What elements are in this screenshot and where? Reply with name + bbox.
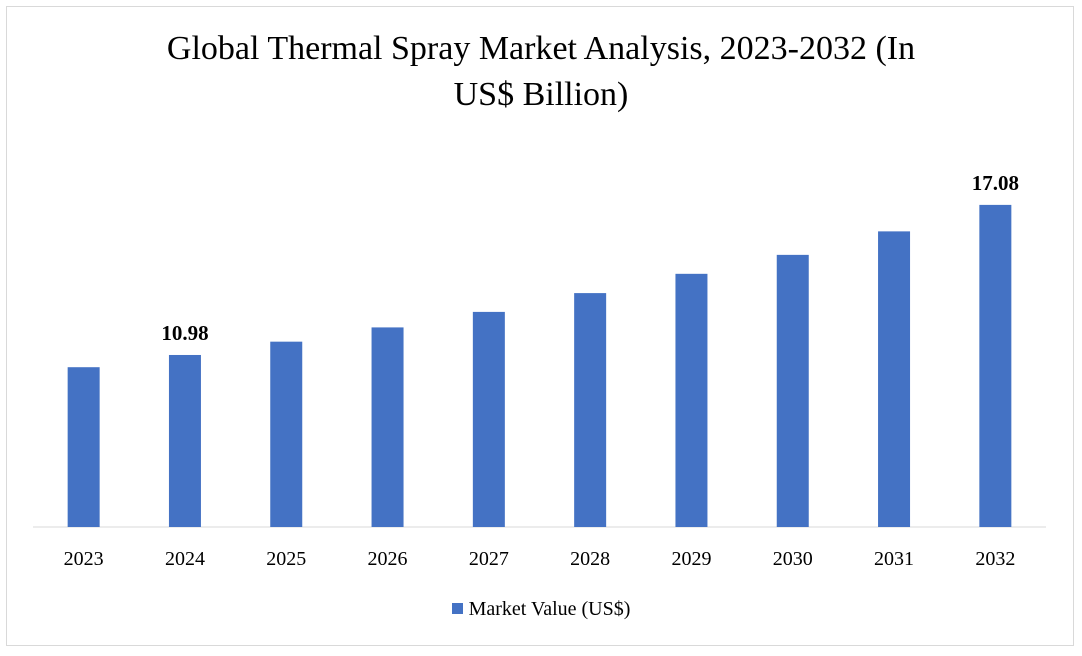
legend-label: Market Value (US$) [468,598,631,620]
data-label-2024: 10.98 [161,321,208,345]
bar-2025 [270,341,303,527]
x-tick-label-2032: 2032 [975,548,1015,570]
bar-2028 [574,293,607,527]
chart-title: Global Thermal Spray Market Analysis, 20… [166,30,916,113]
data-label-2032: 17.08 [972,171,1019,195]
x-tick-label-2030: 2030 [773,548,813,570]
legend: Market Value (US$) [0,598,1082,621]
bar-2027 [472,311,505,527]
bar-2030 [776,254,809,527]
x-tick-label-2025: 2025 [266,548,306,570]
legend-swatch [451,603,463,614]
x-tick-label-2031: 2031 [874,548,914,570]
bar-2023 [67,367,100,527]
x-tick-label-2024: 2024 [165,548,205,570]
x-tick-label-2027: 2027 [469,548,509,570]
x-tick-label-2028: 2028 [570,548,610,570]
bar-2032 [979,204,1012,528]
bar-2029 [675,273,708,527]
bar-2024 [168,354,201,527]
bar-2031 [878,231,911,527]
x-tick-label-2026: 2026 [368,548,408,570]
x-tick-label-2023: 2023 [64,548,104,570]
x-tick-label-2029: 2029 [671,548,711,570]
bar-2026 [371,327,404,527]
